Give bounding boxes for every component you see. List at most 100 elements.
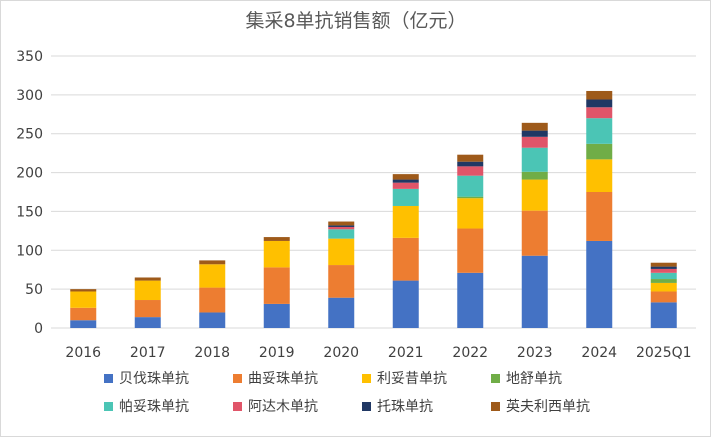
legend-swatch xyxy=(362,374,371,383)
bar-segment xyxy=(586,143,613,160)
bar-segment xyxy=(134,277,161,281)
x-tick-label: 2018 xyxy=(194,345,230,361)
bar-segment xyxy=(650,279,677,283)
bar-segment xyxy=(134,300,161,318)
bar-segment xyxy=(199,312,226,328)
bar-segment xyxy=(457,166,484,176)
bar-segment xyxy=(328,238,355,266)
bar-segment xyxy=(457,198,484,229)
bar-segment xyxy=(650,302,677,328)
x-tick-label: 2020 xyxy=(323,345,359,361)
bar-segment xyxy=(134,317,161,328)
x-tick-label: 2022 xyxy=(452,345,488,361)
legend-label: 英夫利西单抗 xyxy=(506,398,590,415)
bar-segment xyxy=(70,291,97,308)
bar-segment xyxy=(457,175,484,197)
y-tick-label: 200 xyxy=(16,166,43,182)
legend-label: 帕妥珠单抗 xyxy=(119,399,189,415)
bar-segment xyxy=(263,267,290,304)
chart-title: 集采8单抗销售额（亿元） xyxy=(245,10,466,32)
bar-segment xyxy=(263,237,290,241)
bar-segment xyxy=(392,174,419,180)
bar-segment xyxy=(521,255,548,328)
y-tick-label: 100 xyxy=(16,243,43,259)
bar-segment xyxy=(457,161,484,167)
bar-segment xyxy=(650,268,677,273)
bar-segment xyxy=(328,221,355,226)
bar-segment xyxy=(457,154,484,162)
bar-segment xyxy=(328,226,355,230)
bar-segment xyxy=(457,272,484,328)
bar-segment xyxy=(521,136,548,148)
bar-segment xyxy=(199,264,226,288)
bar-segment xyxy=(263,303,290,328)
x-tick-label: 2019 xyxy=(259,345,295,361)
bar-segment xyxy=(328,297,355,328)
bar-segment xyxy=(134,280,161,301)
bar-segment xyxy=(586,192,613,241)
bar-segment xyxy=(392,182,419,189)
bar-segment xyxy=(263,240,290,268)
bar-segment xyxy=(457,228,484,273)
bar-segment xyxy=(199,260,226,265)
x-tick-label: 2021 xyxy=(388,345,424,361)
y-tick-label: 50 xyxy=(25,282,43,298)
bar-segment xyxy=(199,287,226,313)
y-tick-label: 350 xyxy=(16,49,43,65)
legend-swatch xyxy=(233,402,242,411)
bar-segment xyxy=(586,99,613,108)
legend-swatch xyxy=(491,402,500,411)
legend-label: 利妥昔单抗 xyxy=(377,371,447,387)
bar-segment xyxy=(586,240,613,328)
bar-segment xyxy=(392,280,419,328)
x-tick-label: 2016 xyxy=(65,345,101,361)
legend-label: 地舒单抗 xyxy=(506,371,562,387)
legend-label: 托珠单抗 xyxy=(377,399,433,415)
y-tick-label: 150 xyxy=(16,204,43,220)
legend-swatch xyxy=(491,374,500,383)
bar-segment xyxy=(521,210,548,256)
bar-segment xyxy=(392,179,419,183)
legend-swatch xyxy=(104,402,113,411)
bar-segment xyxy=(586,107,613,119)
bar-segment xyxy=(650,266,677,269)
bar-segment xyxy=(328,229,355,239)
bar-segment xyxy=(586,118,613,144)
bar-segment xyxy=(70,289,97,292)
x-tick-label: 2023 xyxy=(517,345,553,361)
bar-segment xyxy=(392,188,419,206)
bar-segment xyxy=(392,205,419,238)
bar-segment xyxy=(586,159,613,192)
bar-segment xyxy=(70,307,97,321)
bar-segment xyxy=(650,262,677,267)
bar-segment xyxy=(521,130,548,137)
legend-swatch xyxy=(233,374,242,383)
bar-segment xyxy=(521,122,548,131)
bar-segment xyxy=(457,196,484,199)
x-tick-label: 2025Q1 xyxy=(636,345,692,361)
bar-segment xyxy=(392,237,419,281)
y-axis-ticks: 0 50 100 150 200 250 300 350 xyxy=(16,49,43,337)
y-tick-label: 250 xyxy=(16,127,43,143)
bar-segment xyxy=(586,90,613,100)
bar-segment xyxy=(521,171,548,180)
bar-segment xyxy=(328,265,355,298)
x-tick-label: 2024 xyxy=(581,345,617,361)
bar-segment xyxy=(521,147,548,172)
bar-segment xyxy=(650,291,677,303)
legend-swatch xyxy=(362,402,371,411)
bars xyxy=(70,90,677,328)
legend-label: 阿达木单抗 xyxy=(248,399,318,415)
y-tick-label: 300 xyxy=(16,88,43,104)
bar-segment xyxy=(70,320,97,328)
bar-segment xyxy=(328,225,355,227)
x-tick-label: 2017 xyxy=(130,345,166,361)
legend-label: 贝伐珠单抗 xyxy=(119,371,189,387)
x-axis-ticks: 2016 2017 2018 2019 2020 2021 2022 2023 2024 2025… xyxy=(65,345,691,361)
legend-swatch xyxy=(104,374,113,383)
bar-segment xyxy=(650,282,677,292)
legend-label: 曲妥珠单抗 xyxy=(248,371,318,387)
